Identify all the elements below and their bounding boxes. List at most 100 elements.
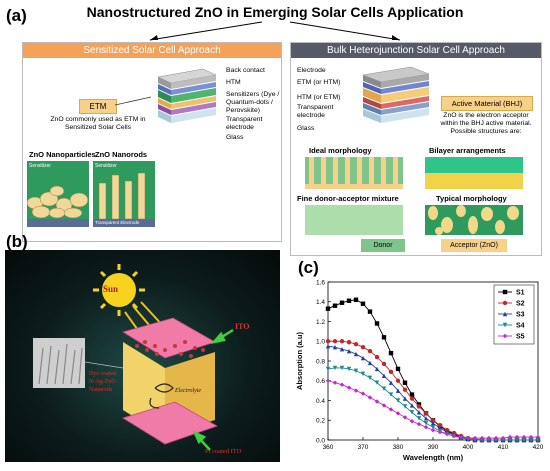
data-point-S5 xyxy=(514,434,520,440)
legend-marker-S3 xyxy=(502,311,508,317)
acceptor-legend-chip: Acceptor (ZnO) xyxy=(441,239,507,252)
data-point-S5 xyxy=(472,435,478,441)
data-point-S2 xyxy=(339,339,345,344)
data-point-S3 xyxy=(388,380,394,385)
data-point-S2 xyxy=(353,342,359,347)
x-axis-label: Wavelength (nm) xyxy=(403,453,464,462)
data-point-S5 xyxy=(416,422,422,427)
data-point-S5 xyxy=(339,382,345,387)
data-point-S2 xyxy=(360,344,366,350)
data-point-S5 xyxy=(486,435,492,441)
data-point-S1 xyxy=(325,306,331,311)
data-point-S4 xyxy=(332,365,338,371)
data-point-S4 xyxy=(381,386,387,391)
data-point-S4 xyxy=(402,404,408,409)
data-point-S5 xyxy=(381,403,387,408)
data-point-S2 xyxy=(388,369,394,375)
bhj-layer-transparent-electrode: Transparent electrode xyxy=(297,104,334,119)
data-point-S4 xyxy=(521,437,527,443)
y-tick-label: 0.4 xyxy=(316,398,325,405)
data-point-S5 xyxy=(507,434,513,440)
morph-fine-title: Fine donor-acceptor mixture xyxy=(297,194,399,203)
data-point-S5 xyxy=(500,435,506,441)
data-point-S2 xyxy=(416,404,422,409)
sun-label: Sun xyxy=(103,284,119,294)
data-point-S1 xyxy=(395,366,401,372)
nanorods-diagram: Sensitizer Transparent Electrode xyxy=(93,161,155,227)
data-point-S5 xyxy=(367,395,373,400)
x-tick-label: 370 xyxy=(358,444,369,451)
data-point-S2 xyxy=(325,339,331,344)
data-point-S5 xyxy=(423,424,429,430)
legend-label-S3: S3 xyxy=(516,312,525,319)
etm-pointer-arrow xyxy=(115,96,152,106)
legend-label-S4: S4 xyxy=(516,323,525,330)
pt-coated-label: Pt coated ITO xyxy=(205,448,242,455)
fine-mixture-diagram xyxy=(305,205,403,235)
data-point-S1 xyxy=(381,335,387,340)
sensitized-panel: Sensitized Solar Cell Approach Back cont… xyxy=(22,42,282,242)
data-point-S3 xyxy=(353,351,359,357)
y-tick-label: 1.6 xyxy=(316,279,325,286)
data-point-S2 xyxy=(423,411,429,416)
data-point-S5 xyxy=(458,434,464,440)
legend-label-S2: S2 xyxy=(516,301,525,308)
data-point-S1 xyxy=(360,301,366,306)
x-tick-label: 420 xyxy=(533,444,544,451)
x-tick-label: 380 xyxy=(393,444,404,451)
legend-marker-S5 xyxy=(502,333,508,339)
electrolyte-label: Electrolyte xyxy=(175,388,202,394)
y-axis-label: Absorption (a.u) xyxy=(295,332,304,390)
data-point-S5 xyxy=(521,434,527,440)
data-point-S2 xyxy=(381,361,387,367)
panel-label-b: (b) xyxy=(6,232,28,251)
data-point-S4 xyxy=(367,375,373,380)
layer-transparent-electrode: Transparent electrode xyxy=(226,116,263,131)
data-point-S4 xyxy=(374,380,380,385)
data-point-S5 xyxy=(409,419,415,424)
data-point-S1 xyxy=(353,297,359,302)
panel-label-c: (c) xyxy=(298,258,319,277)
layer-back-contact: Back contact xyxy=(226,67,265,74)
device-drawing xyxy=(33,264,234,451)
figure-title: Nanostructured ZnO in Emerging Solar Cel… xyxy=(86,4,464,20)
data-point-S2 xyxy=(346,340,352,345)
np-particles xyxy=(27,185,89,219)
data-point-S4 xyxy=(388,392,394,397)
bhj-layer-glass: Glass xyxy=(297,125,315,132)
y-tick-label: 1.2 xyxy=(316,319,325,326)
data-point-S1 xyxy=(332,303,338,308)
active-material-badge: Active Material (BHJ) xyxy=(441,96,533,111)
data-point-S5 xyxy=(346,385,352,390)
nr-sensitizer-tag: Sensitizer xyxy=(95,163,117,169)
sensitized-header: Sensitized Solar Cell Approach xyxy=(23,43,281,58)
data-point-S2 xyxy=(430,418,436,423)
data-point-S5 xyxy=(528,434,534,440)
layer-glass: Glass xyxy=(226,134,244,141)
data-point-S2 xyxy=(374,354,380,360)
data-point-S3 xyxy=(402,396,408,401)
nr-title: ZnO Nanorods xyxy=(95,150,148,159)
bhj-layer-stack xyxy=(362,66,430,123)
ito-label: ITO xyxy=(235,322,250,331)
nanoparticles-diagram: Sensitizer xyxy=(27,161,89,227)
data-point-S1 xyxy=(374,321,380,326)
nr-electrode-tag: Transparent Electrode xyxy=(95,220,140,225)
data-point-S4 xyxy=(535,437,541,443)
data-point-S3 xyxy=(339,346,345,352)
data-point-S3 xyxy=(395,388,401,393)
data-point-S4 xyxy=(339,365,345,371)
data-point-S2 xyxy=(367,348,373,354)
etm-caption: ZnO commonly used as ETM in Sensitized S… xyxy=(50,116,146,131)
y-tick-label: 0.0 xyxy=(316,437,325,444)
data-point-S3 xyxy=(430,421,436,426)
np-sensitizer-tag: Sensitizer xyxy=(29,163,51,169)
data-point-S1 xyxy=(402,380,408,385)
active-material-caption: ZnO is the electron acceptor within the … xyxy=(440,112,532,135)
dye-coated-label: Dye coated N-Ag-ZnO Nanorods xyxy=(89,371,117,393)
np-electrode-bar xyxy=(27,219,89,227)
data-point-S4 xyxy=(325,366,331,372)
data-point-S2 xyxy=(409,396,415,401)
y-tick-label: 0.6 xyxy=(316,378,325,385)
absorption-chart: 360 370 380 390 400 410 420 0.0 0.2 0.4 0.6 0.8 1.0 1… xyxy=(295,279,544,462)
